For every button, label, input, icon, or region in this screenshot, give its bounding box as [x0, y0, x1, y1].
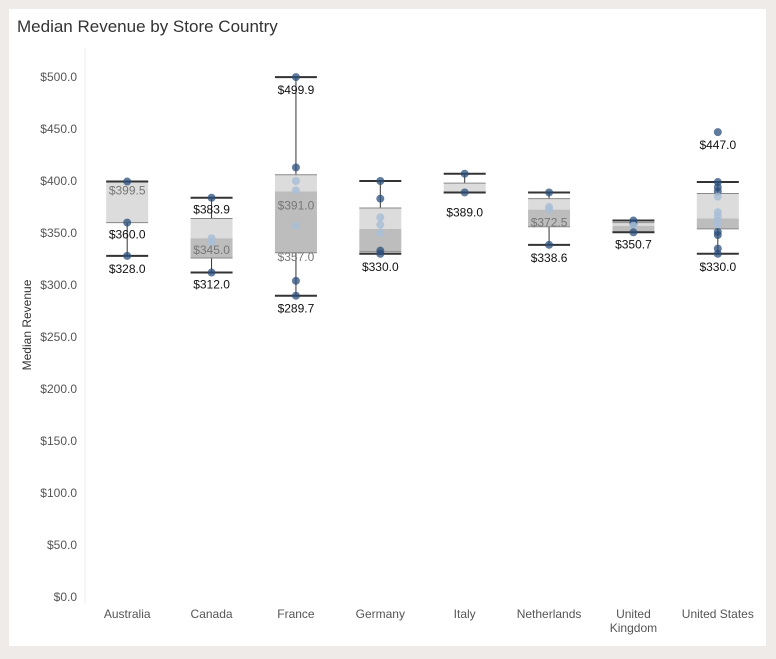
data-point — [291, 221, 300, 230]
chart-panel: Median Revenue by Store Country — [9, 9, 766, 646]
value-label: $360.0 — [109, 228, 146, 242]
x-tick-label: Australia — [104, 607, 151, 621]
data-point — [713, 231, 722, 240]
value-label: $389.0 — [446, 205, 483, 219]
value-label: $328.0 — [109, 262, 146, 276]
box-upper — [106, 181, 149, 223]
data-point — [376, 229, 385, 237]
box-lower — [190, 238, 233, 258]
data-point — [123, 177, 132, 186]
x-tick-label: Italy — [454, 607, 476, 621]
data-point — [291, 73, 300, 82]
data-point — [376, 213, 385, 222]
y-tick-label: $300.0 — [40, 278, 77, 292]
x-tick-label: Netherlands — [517, 607, 582, 621]
data-point — [460, 188, 469, 197]
data-point — [545, 205, 554, 214]
value-label: $330.0 — [699, 260, 736, 274]
x-tick-label: Kingdom — [610, 621, 657, 635]
data-point — [376, 177, 385, 185]
x-tick-label: France — [277, 607, 315, 621]
y-tick-label: $0.0 — [54, 590, 78, 604]
data-point — [123, 218, 132, 227]
data-point — [207, 193, 216, 202]
data-point — [713, 128, 722, 137]
value-label: $357.0 — [278, 250, 315, 264]
data-point — [291, 163, 300, 172]
data-point — [123, 251, 132, 260]
value-label: $350.7 — [615, 237, 652, 251]
data-point — [376, 220, 385, 229]
data-point — [713, 249, 722, 258]
value-label: $289.7 — [278, 302, 315, 316]
data-point — [207, 238, 216, 247]
x-tick-label: United — [616, 607, 651, 621]
x-tick-label: United States — [682, 607, 754, 621]
box-upper — [443, 183, 486, 193]
box-lower — [528, 209, 571, 227]
value-label: $383.9 — [193, 203, 230, 217]
data-point — [629, 221, 638, 230]
y-tick-label: $500.0 — [40, 70, 77, 84]
data-point — [629, 228, 638, 237]
data-point — [291, 291, 300, 300]
value-label: $399.5 — [109, 184, 146, 198]
data-point — [291, 186, 300, 195]
value-label: $312.0 — [193, 278, 230, 292]
value-label: $372.5 — [531, 216, 568, 230]
value-label: $338.6 — [531, 251, 568, 265]
value-label: $330.0 — [362, 260, 399, 274]
data-point — [713, 192, 722, 201]
value-label: $391.0 — [278, 198, 315, 212]
data-point — [291, 276, 300, 285]
box-upper — [190, 218, 233, 239]
y-tick-label: $250.0 — [40, 330, 77, 344]
value-label: $447.0 — [699, 138, 736, 152]
y-tick-label: $150.0 — [40, 434, 77, 448]
value-label: $345.0 — [193, 243, 230, 257]
y-tick-label: $200.0 — [40, 382, 77, 396]
y-axis-label: Median Revenue — [20, 279, 34, 370]
data-point — [545, 240, 554, 249]
y-tick-label: $450.0 — [40, 122, 77, 136]
data-point — [376, 249, 385, 258]
y-tick-label: $350.0 — [40, 226, 77, 240]
data-point — [291, 177, 300, 185]
y-tick-label: $50.0 — [47, 538, 77, 552]
x-tick-label: Germany — [356, 607, 405, 621]
y-tick-label: $400.0 — [40, 174, 77, 188]
data-point — [207, 268, 216, 277]
x-tick-label: Canada — [191, 607, 233, 621]
y-tick-label: $100.0 — [40, 486, 77, 500]
value-label: $499.9 — [278, 83, 315, 97]
data-point — [545, 188, 554, 197]
chart-title: Median Revenue by Store Country — [17, 17, 278, 36]
data-point — [713, 220, 722, 229]
data-point — [460, 169, 469, 178]
box-lower — [359, 228, 402, 252]
data-point — [376, 194, 385, 203]
